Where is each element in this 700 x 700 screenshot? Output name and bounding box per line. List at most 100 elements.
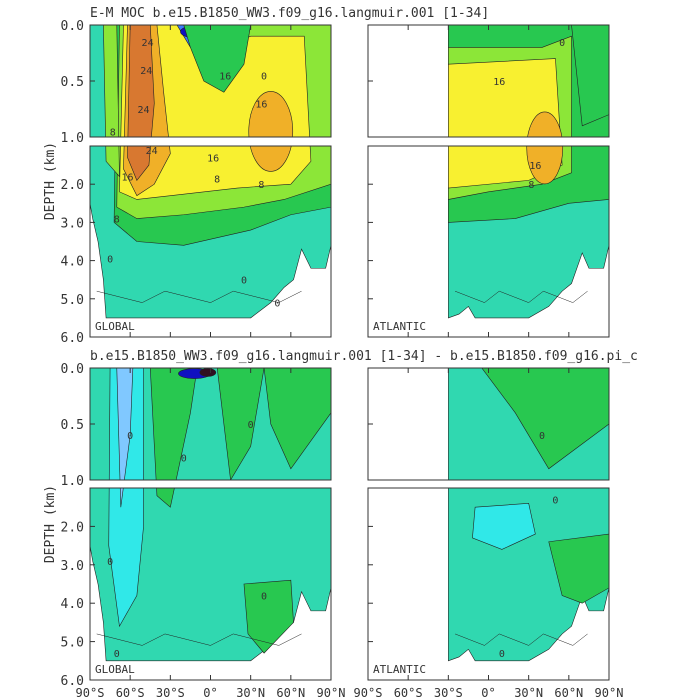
top-left-region-label: GLOBAL: [95, 320, 135, 333]
contour-label: 0: [107, 557, 113, 568]
x-tick-label: 30°N: [236, 686, 265, 700]
contour-label: 8: [528, 180, 534, 191]
y-tick-label: 3.0: [61, 216, 84, 231]
y-tick-label: 0.5: [61, 418, 84, 433]
nh-orange-core: [249, 146, 292, 172]
top-title: E-M MOC b.e15.B1850_WW3.f09_g16.langmuir…: [90, 6, 489, 21]
bottom-left-region-label: GLOBAL: [95, 663, 135, 676]
contour-label: 16: [207, 153, 219, 164]
y-tick-label: 5.0: [61, 293, 84, 308]
y-tick-label: 2.0: [61, 520, 84, 535]
atl-orange: [527, 111, 563, 137]
contour-label: 8: [114, 215, 120, 226]
contour-label: 0: [248, 420, 254, 431]
top-left-contour-labels: 16 16 16 8 8 24 24 24 24 16 8 8 0 0 0 0: [107, 38, 280, 310]
darkorange-core: [127, 146, 151, 181]
y-axis-0-right: [368, 24, 373, 338]
y-tick-label: 1.0: [61, 474, 84, 489]
x-tick-label: 90°N: [317, 686, 346, 700]
bottom-right-contour-labels: 0 0 0: [499, 431, 559, 660]
contour-label: 8: [258, 180, 264, 191]
x-tick-label: 0°: [203, 686, 217, 700]
contour-label: 24: [146, 146, 158, 157]
x-tick-label: 30°N: [514, 686, 543, 700]
contour-label: 16: [121, 173, 133, 184]
contour-label: 0: [274, 299, 280, 310]
contour-label: 0: [181, 454, 187, 465]
diff-cyan: [108, 488, 144, 628]
x-tick-label: 30°S: [156, 686, 185, 700]
top-left-field: [90, 25, 331, 319]
contour-label: 24: [138, 105, 150, 116]
bottom-right-region-label: ATLANTIC: [373, 663, 426, 676]
y-tick-label: 3.0: [61, 559, 84, 574]
contour-label: 24: [140, 66, 152, 77]
x-tick-label: 60°N: [276, 686, 305, 700]
y-axis-1-left: 0.0 0.5 1.0 2.0 3.0 4.0 5.0 6.0: [61, 362, 95, 689]
contour-label: 16: [493, 77, 505, 88]
contour-label: 8: [214, 174, 220, 185]
bottom-right-field: [448, 368, 609, 662]
bottom-left-contour-labels: 0 0 0 0 0 0: [107, 420, 267, 660]
contour-label: 0: [127, 431, 133, 442]
contour-label: 16: [219, 71, 231, 82]
contour-label: 24: [142, 38, 154, 49]
atl-north-green: [571, 25, 609, 127]
atl-diff-cyan: [472, 503, 536, 550]
sh-lightgreen: [103, 25, 120, 137]
y-axis-0-left: 0.0 0.5 1.0 2.0 3.0 4.0 5.0 6.0: [61, 19, 95, 346]
diff-green-a: [149, 368, 198, 480]
diff-green-c: [263, 368, 331, 470]
bottom-title: b.e15.B1850_WW3.f09_g16.langmuir.001 [1-…: [90, 349, 638, 364]
contour-label: 0: [107, 255, 113, 266]
diff-dark: [199, 368, 217, 377]
x-tick-label: 90°S: [76, 686, 105, 700]
y-axis-title: DEPTH (km): [43, 142, 58, 220]
top-right-region-label: ATLANTIC: [373, 320, 426, 333]
x-tick-label: 90°N: [595, 686, 624, 700]
y-axis-title: DEPTH (km): [43, 485, 58, 563]
atl-diff-green-deep: [548, 533, 609, 604]
atl-orange: [526, 146, 564, 185]
x-tick-labels-1: 90°S 60°S 30°S 0° 30°N 60°N 90°N: [354, 686, 624, 700]
diff-green-b: [216, 368, 265, 480]
x-ticks: [367, 25, 610, 337]
x-tick-labels-0: 90°S 60°S 30°S 0° 30°N 60°N 90°N: [76, 686, 346, 700]
x-ticks: [367, 368, 610, 680]
bottom-left-field: [90, 368, 331, 662]
y-tick-label: 5.0: [61, 636, 84, 651]
diff-green-a: [156, 488, 175, 508]
y-axis-1-right: [368, 367, 373, 681]
x-tick-label: 0°: [481, 686, 495, 700]
y-tick-label: 4.0: [61, 255, 84, 270]
diff-lightblue: [116, 368, 134, 480]
y-tick-label: 0.0: [61, 19, 84, 34]
contour-label: 0: [539, 431, 545, 442]
contour-label: 16: [255, 99, 267, 110]
contour-label: 16: [529, 161, 541, 172]
y-tick-label: 0.0: [61, 362, 84, 377]
x-tick-label: 60°S: [116, 686, 145, 700]
contour-label: 0: [114, 649, 120, 660]
x-ticks: [89, 368, 332, 680]
nh-orange-core: [248, 91, 294, 137]
contour-label: 0: [261, 71, 267, 82]
darkorange-core: [127, 25, 155, 137]
top-right-field: [448, 25, 609, 319]
contour-label: 0: [241, 276, 247, 287]
contour-label: 0: [261, 592, 267, 603]
y-tick-label: 6.0: [61, 331, 84, 346]
y-tick-label: 2.0: [61, 178, 84, 193]
top-right-contour-labels: 16 16 8 0: [493, 38, 565, 191]
y-tick-label: 6.0: [61, 674, 84, 689]
y-tick-label: 1.0: [61, 131, 84, 146]
y-tick-label: 4.0: [61, 597, 84, 612]
x-tick-label: 90°S: [354, 686, 383, 700]
diff-green-deep: [243, 579, 294, 654]
x-tick-label: 60°N: [554, 686, 583, 700]
contour-label: 8: [110, 127, 116, 138]
contour-label: 0: [499, 649, 505, 660]
atl-diff-green: [481, 368, 609, 470]
contour-label: 0: [559, 38, 565, 49]
